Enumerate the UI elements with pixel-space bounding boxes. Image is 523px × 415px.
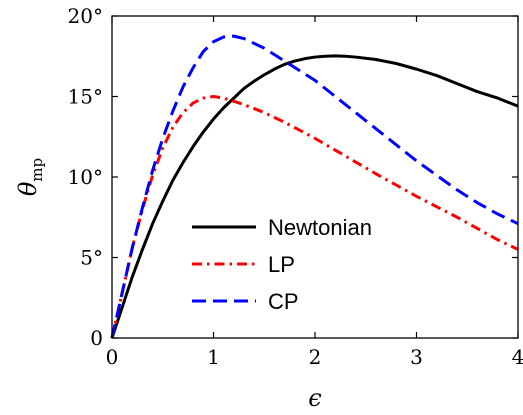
y-axis-title-subscript: mp [28,158,46,182]
series-line-cp [110,34,519,339]
ticks-layer: 0 1 2 3 4 0 5° 10° 15° 20° [68,4,523,369]
y-tick-label: 20° [68,4,103,28]
y-axis-title: θmp [14,158,46,196]
legend-label-lp: LP [268,252,295,277]
y-tick-label: 15° [68,85,103,109]
legend-label-cp: CP [268,289,299,314]
x-tick-label: 4 [512,345,523,369]
series-line-newtonian [110,54,519,339]
x-tick-label: 2 [309,345,322,369]
legend-label-newtonian: Newtonian [268,215,372,240]
legend: Newtonian LP CP [192,215,372,314]
y-axis-title-main: θ [14,181,42,196]
y-tick-label: 0 [90,326,103,350]
x-tick-label: 3 [410,345,423,369]
x-tick-label: 1 [207,345,220,369]
plot-frame [111,15,519,339]
x-axis-title: ϵ [308,384,321,412]
y-tick-label: 10° [68,165,103,189]
y-tick-label: 5° [80,246,103,270]
plot-layer [110,34,519,339]
x-tick-label: 0 [106,345,119,369]
